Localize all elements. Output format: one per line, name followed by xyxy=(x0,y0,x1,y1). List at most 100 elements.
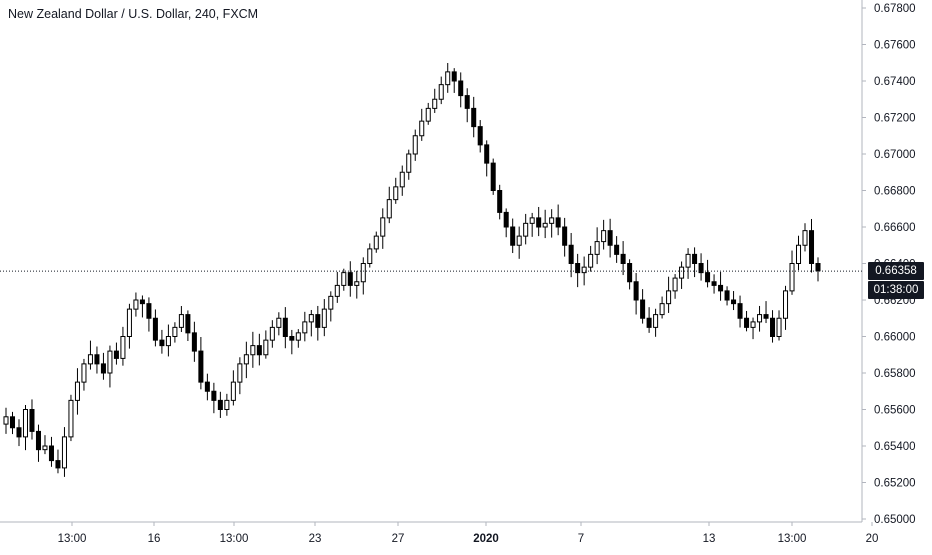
candle-body xyxy=(256,345,262,356)
candle-body xyxy=(659,303,665,316)
chart-title: New Zealand Dollar / U.S. Dollar, 240, F… xyxy=(8,7,259,21)
candle-body xyxy=(74,381,80,401)
candle-body xyxy=(243,354,249,365)
x-tick-label: 20 xyxy=(866,533,879,545)
candle-body xyxy=(568,244,574,264)
candle-body xyxy=(165,336,171,347)
candle-body xyxy=(302,321,308,334)
candle-body xyxy=(672,277,678,292)
candle-body xyxy=(87,354,93,365)
candle-body xyxy=(607,230,613,246)
candle-body xyxy=(711,281,717,286)
candle-body xyxy=(477,126,483,146)
candle-body xyxy=(29,409,35,432)
candle-body xyxy=(757,314,763,323)
candle-body xyxy=(770,317,776,337)
x-tick-label: 13:00 xyxy=(778,533,807,545)
candle-body xyxy=(412,135,418,155)
candle-body xyxy=(341,272,347,286)
candle-body xyxy=(42,445,48,451)
y-tick-label: 0.67400 xyxy=(874,76,916,88)
candle-body xyxy=(191,332,197,352)
candle-body xyxy=(627,263,633,283)
candle-body xyxy=(763,314,769,319)
candle-body xyxy=(795,244,802,264)
candle-body xyxy=(276,317,282,328)
candle-body xyxy=(35,430,41,451)
y-tick-label: 0.65600 xyxy=(874,405,916,417)
candle-body xyxy=(783,290,789,319)
candle-body xyxy=(321,308,327,328)
candle-body xyxy=(204,381,210,392)
candle-body xyxy=(490,162,496,191)
candle-body xyxy=(55,460,61,469)
candle-body xyxy=(445,71,451,86)
candle-body xyxy=(159,339,165,347)
candle-body xyxy=(295,332,301,341)
candle-body xyxy=(516,235,522,246)
candle-body xyxy=(432,98,438,109)
candle-body xyxy=(555,217,561,228)
candle-body xyxy=(315,314,321,328)
candle-body xyxy=(451,71,457,82)
candle-body xyxy=(438,84,444,100)
candle-body xyxy=(334,284,340,297)
candle-body xyxy=(633,281,639,301)
candle-body xyxy=(399,171,405,188)
candle-body xyxy=(360,263,366,283)
candle-body xyxy=(172,326,178,337)
candle-body xyxy=(731,299,737,305)
candle-body xyxy=(685,253,691,268)
candle-body xyxy=(679,266,685,279)
candle-body xyxy=(471,107,477,128)
candle-body xyxy=(347,272,353,286)
candle-body xyxy=(217,399,223,410)
candle-body xyxy=(802,230,808,246)
x-tick-label: 13:00 xyxy=(58,533,87,545)
last-price-label: 0.66358 xyxy=(868,262,924,281)
candle-body xyxy=(224,399,230,410)
candle-body xyxy=(139,299,145,305)
y-tick-label: 0.65200 xyxy=(874,478,916,490)
candle-body xyxy=(718,284,724,292)
y-tick-label: 0.67000 xyxy=(874,149,916,161)
y-tick-label: 0.66600 xyxy=(874,222,916,234)
candle-body xyxy=(484,144,490,164)
candle-body xyxy=(529,217,535,224)
candle-body xyxy=(263,339,269,356)
candle-body xyxy=(620,253,626,264)
candle-body xyxy=(126,308,132,337)
candle-body xyxy=(393,186,399,201)
candle-body xyxy=(113,350,119,359)
bar-countdown-label: 01:38:00 xyxy=(868,281,924,300)
candle-body xyxy=(178,314,184,328)
candle-body xyxy=(653,314,659,328)
x-tick-label: 13:00 xyxy=(220,533,249,545)
candle-body xyxy=(789,263,795,292)
candle-body xyxy=(22,409,29,438)
candle-body xyxy=(133,299,139,310)
candle-body xyxy=(705,272,711,283)
candle-body xyxy=(692,253,698,264)
candle-body xyxy=(523,222,529,237)
candle-body xyxy=(419,120,425,137)
x-tick-label: 13 xyxy=(703,533,716,545)
candle-body xyxy=(107,350,113,374)
candle-body xyxy=(16,427,22,438)
candle-body xyxy=(250,345,256,356)
y-tick-label: 0.65800 xyxy=(874,368,916,380)
candle-body xyxy=(386,199,392,219)
candle-body xyxy=(61,436,67,469)
candle-body xyxy=(666,290,672,305)
candle-body xyxy=(594,241,600,255)
candle-body xyxy=(815,263,821,272)
candle-body xyxy=(308,314,314,323)
candle-body xyxy=(185,314,191,334)
x-tick-label: 27 xyxy=(392,533,405,545)
candle-body xyxy=(373,235,379,250)
candle-body xyxy=(146,303,152,319)
candle-body xyxy=(289,336,295,341)
candle-body xyxy=(152,317,158,341)
candle-body xyxy=(211,390,217,401)
